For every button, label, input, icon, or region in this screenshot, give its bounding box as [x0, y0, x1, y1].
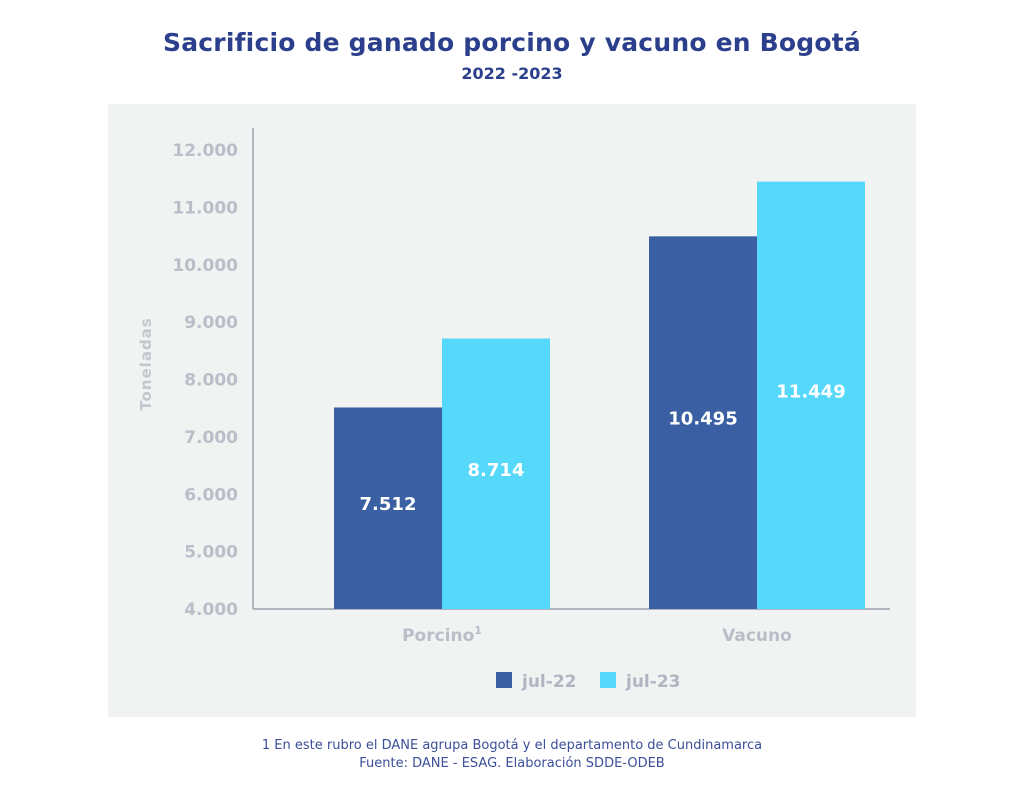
legend-swatch-jul-22 — [496, 672, 512, 688]
data-label: 11.449 — [776, 381, 845, 402]
x-category-label: Porcino1 — [402, 624, 482, 646]
y-axis-title: Toneladas — [137, 317, 155, 410]
y-tick-label: 10.000 — [172, 256, 238, 276]
y-tick-label: 9.000 — [184, 313, 238, 333]
y-tick-label: 8.000 — [184, 371, 238, 391]
bar-jul-22-vacuno — [649, 236, 757, 610]
x-category-label: Vacuno — [722, 626, 792, 646]
y-tick-label: 11.000 — [172, 198, 238, 218]
chart-subtitle: 2022 -2023 — [461, 64, 563, 83]
y-tick-label: 6.000 — [184, 485, 238, 505]
footnote: 1 En este rubro el DANE agrupa Bogotá y … — [261, 738, 763, 753]
bar-jul-22-porcino — [334, 407, 442, 609]
bar-jul-23-vacuno — [757, 181, 865, 609]
y-tick-label: 12.000 — [172, 141, 238, 161]
data-label: 7.512 — [360, 494, 417, 515]
legend-label: jul-22 — [521, 672, 576, 692]
y-tick-label: 5.000 — [184, 543, 238, 563]
legend-label: jul-23 — [625, 672, 680, 692]
footnote-marker: 1 — [474, 624, 482, 637]
data-label: 10.495 — [668, 409, 737, 430]
source-note: Fuente: DANE - ESAG. Elaboración SDDE-OD… — [359, 756, 665, 771]
chart-title: Sacrificio de ganado porcino y vacuno en… — [163, 28, 861, 57]
bar-jul-23-porcino — [442, 338, 550, 609]
y-tick-label: 4.000 — [184, 600, 238, 620]
legend-swatch-jul-23 — [600, 672, 616, 688]
data-label: 8.714 — [468, 460, 525, 481]
y-tick-label: 7.000 — [184, 428, 238, 448]
